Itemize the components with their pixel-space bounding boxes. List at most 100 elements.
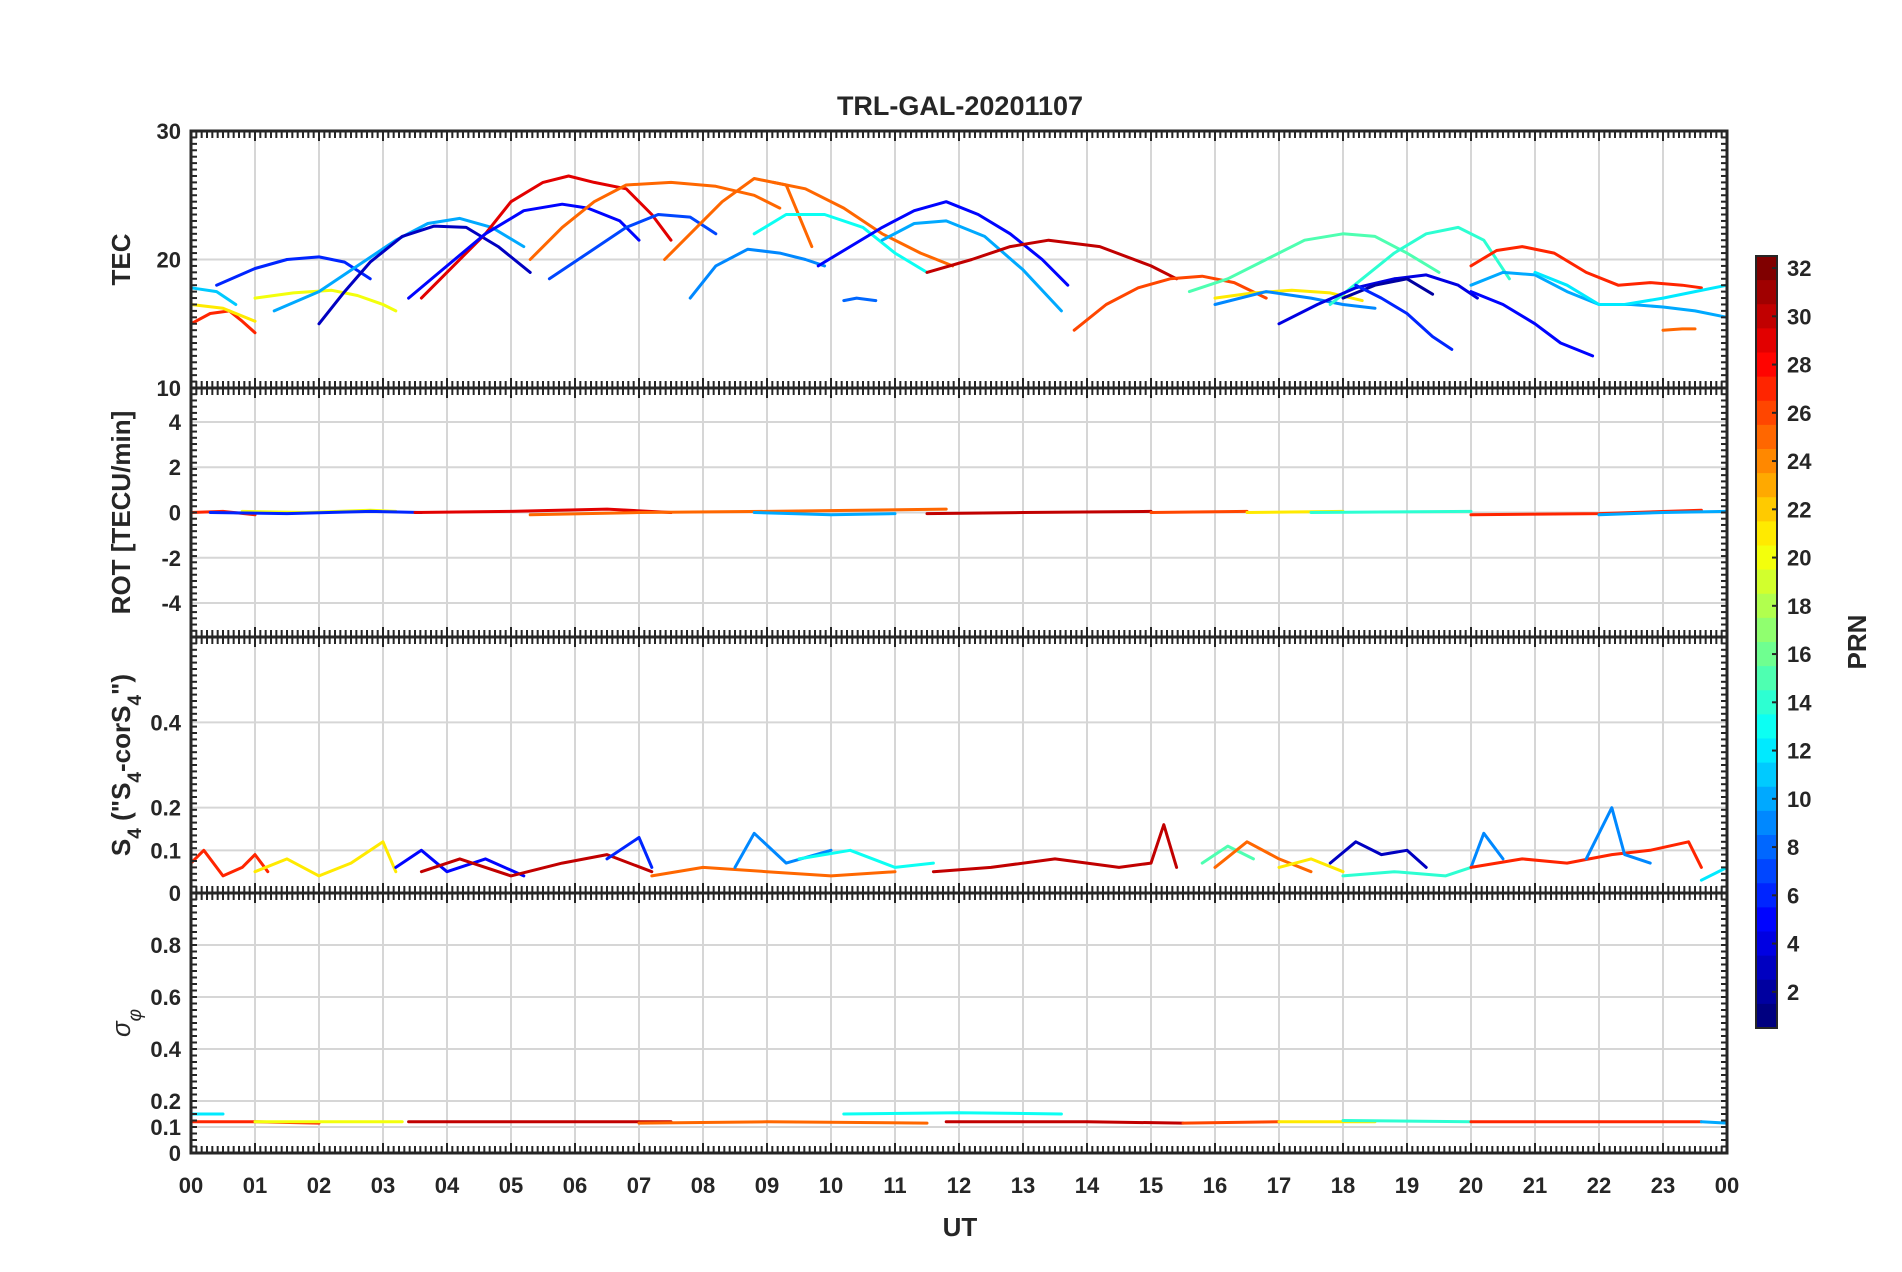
series-prn-25 <box>528 180 782 261</box>
series-prn-30 <box>419 853 654 878</box>
x-tick-label: 18 <box>1331 1173 1355 1198</box>
y-tick-label: 2 <box>169 455 181 480</box>
colorbar-tick-label: 16 <box>1787 642 1811 667</box>
y-tick-label: 0 <box>169 881 181 906</box>
x-tick-label: 14 <box>1075 1173 1100 1198</box>
y-tick-label: 20 <box>157 248 181 273</box>
x-axis-label: UT <box>943 1212 978 1242</box>
colorbar-segment <box>1756 545 1777 571</box>
series-prn-5 <box>394 848 526 878</box>
series-prn-6 <box>215 255 372 287</box>
colorbar-tick-label: 10 <box>1787 787 1811 812</box>
colorbar-segment <box>1756 424 1777 450</box>
colorbar-tick-label: 28 <box>1787 353 1811 378</box>
colorbar-segment <box>1756 883 1777 908</box>
series-prn-6 <box>605 836 654 869</box>
y-axis-label: TEC <box>106 233 136 285</box>
series-prn-25 <box>663 177 814 261</box>
series-prn-5 <box>816 200 1070 287</box>
colorbar-tick-label: 26 <box>1787 401 1811 426</box>
colorbar-segment <box>1756 521 1777 547</box>
series-prn-6 <box>208 509 423 516</box>
colorbar-tick-label: 2 <box>1787 980 1799 1005</box>
series-prn-13 <box>842 1111 1063 1116</box>
series-prn-30 <box>925 509 1153 516</box>
colorbar-segment <box>1756 569 1777 595</box>
colorbar-segment <box>1756 376 1777 402</box>
x-tick-label: 09 <box>755 1173 779 1198</box>
y-axis-label: σφ <box>106 1009 146 1037</box>
colorbar-segment <box>1756 256 1777 281</box>
x-tick-label: 01 <box>243 1173 267 1198</box>
x-tick-label: 04 <box>435 1173 460 1198</box>
panel-rot: -4 -2 0 2 4 ROT [TECU/min] <box>106 386 1729 639</box>
y-tick-label: 0.2 <box>150 796 181 821</box>
series-prn-15 <box>1187 232 1441 294</box>
y-tick-label: 0.1 <box>150 838 181 863</box>
x-tick-label: 06 <box>563 1173 587 1198</box>
colorbar-segment <box>1756 859 1777 884</box>
x-tick-label: 16 <box>1203 1173 1227 1198</box>
colorbar-segment <box>1756 473 1777 498</box>
y-axis-label: S4 ("S4-corS4") <box>106 674 146 856</box>
panel-frame <box>189 891 1729 1155</box>
colorbar-tick-label: 24 <box>1787 449 1812 474</box>
series-prn-14 <box>1341 1119 1473 1124</box>
series-prn-12 <box>1533 270 1729 306</box>
series-prn-11 <box>189 286 238 306</box>
colorbar-segment <box>1756 280 1777 305</box>
colorbar-tick-label: 20 <box>1787 546 1811 571</box>
series-prn-21 <box>253 840 398 878</box>
colorbar-tick-label: 14 <box>1787 690 1812 715</box>
colorbar-segment <box>1756 497 1777 522</box>
series-prn-29 <box>419 174 673 300</box>
colorbar-segment <box>1756 835 1777 860</box>
series-prn-21 <box>189 303 257 323</box>
colorbar-segment <box>1756 328 1777 354</box>
y-tick-label: 0.4 <box>150 1037 181 1062</box>
series-prn-26 <box>1072 274 1268 332</box>
colorbar-tick-label: 18 <box>1787 594 1811 619</box>
y-axis-label: ROT [TECU/min] <box>106 411 136 615</box>
series-prn-25 <box>771 180 955 268</box>
x-tick-label: 03 <box>371 1173 395 1198</box>
colorbar-segment <box>1756 400 1777 426</box>
x-tick-label: 17 <box>1267 1173 1291 1198</box>
colorbar-segment <box>1756 352 1777 378</box>
colorbar-segment <box>1756 642 1777 667</box>
colorbar-segment <box>1756 617 1777 643</box>
series-prn-26 <box>1149 509 1249 514</box>
series-prn-8 <box>842 296 878 303</box>
series-prn-27 <box>189 848 270 878</box>
y-tick-label: 4 <box>169 410 182 435</box>
colorbar-segment <box>1756 714 1777 740</box>
y-tick-label: 0.6 <box>150 985 181 1010</box>
colorbar-tick-label: 8 <box>1787 835 1799 860</box>
colorbar-segment <box>1756 449 1777 474</box>
series-prn-12 <box>1699 865 1729 882</box>
y-tick-label: 0.4 <box>150 710 181 735</box>
series-prn-13 <box>752 213 929 274</box>
colorbar-tick-label: 32 <box>1787 256 1811 281</box>
y-tick-label: 30 <box>157 119 181 144</box>
colorbar-segment <box>1756 955 1777 981</box>
x-tick-label: 10 <box>819 1173 843 1198</box>
series-prn-3 <box>317 224 532 326</box>
series-prn-26 <box>1181 1120 1281 1125</box>
colorbar-frame <box>1755 255 1778 1029</box>
x-tick-label: 21 <box>1523 1173 1547 1198</box>
series-prn-14 <box>1328 225 1511 306</box>
x-tick-label: 08 <box>691 1173 715 1198</box>
y-tick-label: 0 <box>169 501 181 526</box>
colorbar-label: PRN <box>1842 615 1872 670</box>
series-prn-21 <box>1277 857 1345 874</box>
colorbar-tick-label: 6 <box>1787 883 1799 908</box>
panel-s4: 0 0.1 0.2 0.4S4 ("S4-corS4") <box>106 635 1729 906</box>
series-prn-13 <box>797 848 935 869</box>
y-tick-label: 0.1 <box>150 1115 181 1140</box>
panel-sigma: 00.10.2 0.4 0.6 0.8 σφ <box>106 891 1729 1166</box>
series-prn-3 <box>1328 840 1428 869</box>
